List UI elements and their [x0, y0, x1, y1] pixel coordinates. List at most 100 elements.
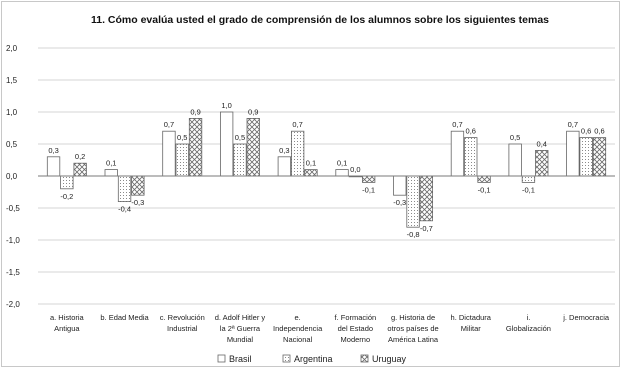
category-label: b. Edad Media — [100, 313, 149, 322]
data-label: -0,1 — [478, 185, 491, 194]
y-tick-label: 1,0 — [6, 108, 18, 117]
data-label: -0,7 — [420, 224, 433, 233]
data-label: 0,7 — [568, 120, 578, 129]
bar-brasil — [104, 169, 118, 177]
category-label: otros países de — [387, 324, 438, 333]
bar-argentina — [117, 175, 132, 203]
bar-brasil — [46, 156, 61, 177]
y-tick-label: -1,5 — [6, 268, 20, 277]
data-label: -0,1 — [362, 185, 375, 194]
data-label: 0,1 — [106, 159, 116, 168]
legend-swatch-brasil — [217, 354, 226, 363]
chart-title: 11. Cómo evalúa usted el grado de compre… — [91, 14, 549, 26]
data-label: 0,5 — [510, 133, 520, 142]
legend-label: Uruguay — [372, 354, 407, 364]
bar-uruguay — [73, 162, 87, 177]
data-label: 0,1 — [337, 159, 347, 168]
data-label: 0,0 — [350, 165, 360, 174]
bar-brasil — [566, 130, 580, 177]
bar-uruguay — [535, 149, 549, 177]
bar-argentina — [175, 143, 189, 177]
category-label: Industrial — [167, 324, 198, 333]
bar-brasil — [335, 169, 349, 177]
data-label: -0,3 — [131, 198, 144, 207]
category-label: Globalización — [506, 324, 551, 333]
bar-argentina — [233, 143, 247, 177]
data-label: -0,3 — [393, 198, 406, 207]
category-label: i. — [527, 313, 531, 322]
category-label: Mundial — [227, 335, 254, 344]
data-label: 0,3 — [279, 146, 289, 155]
data-label: 0,9 — [248, 107, 258, 116]
bars — [46, 111, 607, 228]
legend-label: Argentina — [294, 354, 333, 364]
data-label: 0,7 — [452, 120, 462, 129]
data-label: 0,7 — [164, 120, 174, 129]
y-tick-label: 0,0 — [6, 172, 18, 181]
data-label: -0,1 — [522, 185, 535, 194]
category-label: e. — [295, 313, 301, 322]
legend-swatch-uruguay — [360, 354, 369, 363]
bar-brasil — [393, 175, 407, 196]
data-label: 0,9 — [190, 107, 200, 116]
y-tick-label: 1,5 — [6, 76, 18, 85]
bar-argentina — [60, 175, 74, 190]
category-label: la 2ª Guerra — [220, 324, 261, 333]
legend-label: Brasil — [229, 354, 252, 364]
bar-brasil — [277, 156, 292, 177]
bar-brasil — [450, 130, 465, 177]
bar-uruguay — [246, 118, 260, 177]
data-label: 0,1 — [306, 159, 316, 168]
data-label: 0,5 — [235, 133, 245, 142]
data-label: 0,3 — [48, 146, 58, 155]
bar-uruguay — [477, 175, 491, 183]
y-tick-label: -2,0 — [6, 300, 20, 309]
bar-uruguay — [304, 169, 318, 177]
legend-swatch-argentina — [282, 354, 291, 363]
data-label: 0,7 — [292, 120, 302, 129]
category-label: c. Revolución — [160, 313, 205, 322]
category-label: del Estado — [338, 324, 373, 333]
data-label: -0,4 — [118, 205, 131, 214]
y-tick-label: -1,0 — [6, 236, 20, 245]
category-label: América Latina — [388, 335, 439, 344]
bar-brasil — [219, 111, 234, 177]
data-label: 0,6 — [594, 127, 604, 136]
data-label: 0,4 — [537, 139, 547, 148]
category-label: Antigua — [54, 324, 80, 333]
category-label: Nacional — [283, 335, 313, 344]
category-label: d. Adolf Hitler y — [215, 313, 266, 322]
axes: 2,0 1,5 1,0 0,5 0,0 -0,5 -1,0 -1,5 -2,0 a. Histor… — [6, 44, 615, 344]
category-label: f. Formación — [335, 313, 377, 322]
data-label: 0,5 — [177, 133, 187, 142]
bar-brasil — [508, 143, 522, 177]
bar-brasil — [162, 130, 176, 177]
bar-argentina — [290, 130, 305, 177]
category-label: Militar — [461, 324, 482, 333]
bar-argentina — [464, 137, 478, 177]
data-label: 0,6 — [466, 127, 476, 136]
category-label: j. Democracia — [562, 313, 610, 322]
category-label: Independencia — [273, 324, 323, 333]
legend: Brasil Argentina Uruguay — [217, 354, 407, 364]
data-labels: 0,3-0,20,20,1-0,4-0,30,70,50,91,00,50,90… — [48, 101, 604, 239]
category-label: a. Historia — [50, 313, 85, 322]
data-label: 0,2 — [75, 152, 85, 161]
bar-uruguay — [419, 175, 434, 222]
data-label: -0,2 — [60, 192, 73, 201]
category-label: g. Historia de — [391, 313, 435, 322]
bar-argentina — [406, 175, 420, 228]
category-label: h. Dictadura — [451, 313, 492, 322]
y-tick-label: -0,5 — [6, 204, 20, 213]
bar-argentina — [521, 175, 536, 183]
bar-argentina — [579, 137, 593, 177]
bar-uruguay — [188, 118, 203, 177]
data-label: 1,0 — [221, 101, 231, 110]
bar-uruguay — [361, 175, 376, 183]
y-tick-label: 0,5 — [6, 140, 18, 149]
data-label: 0,6 — [581, 127, 591, 136]
bar-uruguay — [131, 175, 145, 196]
y-tick-label: 2,0 — [6, 44, 18, 53]
